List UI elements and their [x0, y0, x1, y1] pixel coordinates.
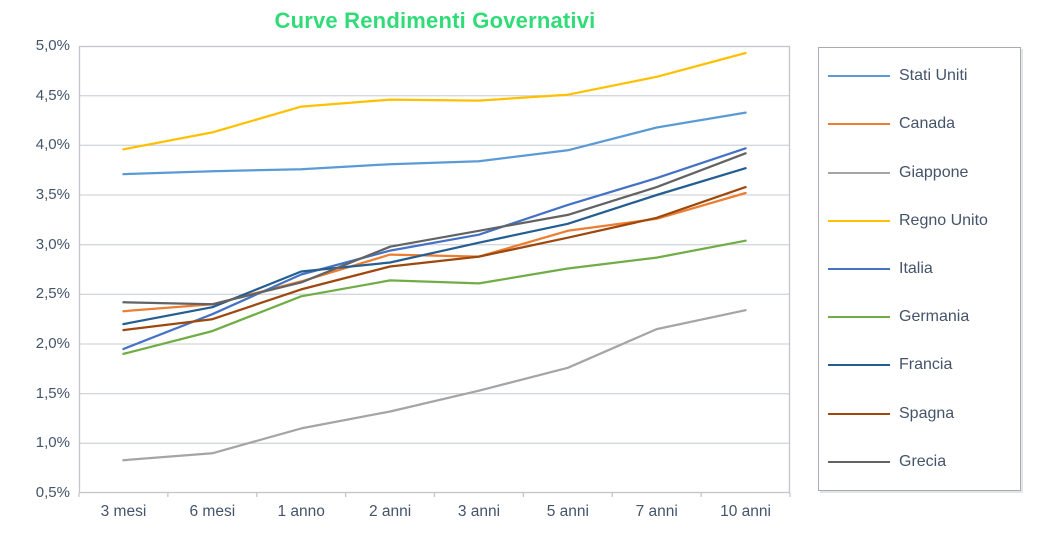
x-tick-label: 6 mesi	[189, 503, 236, 520]
series-line-regno-unito	[122, 51, 747, 151]
series-line-italia	[122, 147, 747, 351]
legend-item-stati-uniti: Stati Uniti	[819, 67, 1020, 85]
legend-line-icon	[828, 412, 890, 415]
x-tick-label: 10 anni	[720, 503, 771, 520]
legend-label: Stati Uniti	[899, 67, 968, 85]
legend-item-spagna: Spagna	[819, 405, 1020, 423]
legend-line-icon	[828, 171, 890, 174]
x-tick-label: 2 anni	[368, 503, 412, 520]
legend-item-grecia: Grecia	[819, 453, 1020, 471]
plot-area	[78, 45, 791, 497]
x-tick-label: 3 mesi	[100, 503, 147, 520]
y-tick-label: 3,5%	[35, 186, 70, 203]
legend-item-francia: Francia	[819, 356, 1020, 374]
y-tick-label: 4,0%	[35, 136, 70, 154]
plot-border	[78, 45, 791, 494]
legend-line-icon	[828, 219, 890, 222]
chart-legend: Stati Uniti Canada Giappone Regno Unito Ital…	[818, 47, 1021, 491]
legend-item-canada: Canada	[819, 115, 1020, 133]
x-tick-label: 7 anni	[635, 503, 678, 520]
legend-label: Giappone	[899, 163, 969, 181]
legend-item-giappone: Giappone	[819, 164, 1020, 182]
y-tick-label: 2,0%	[35, 335, 70, 352]
x-tick-label: 3 anni	[457, 503, 501, 520]
legend-label: Regno Unito	[899, 211, 988, 229]
y-tick-label: 1,5%	[35, 384, 70, 402]
legend-line-icon	[828, 267, 890, 270]
legend-line-icon	[828, 75, 890, 78]
legend-line-icon	[828, 364, 890, 367]
y-tick-label: 3,0%	[35, 235, 70, 253]
y-tick-label: 1,0%	[35, 434, 70, 452]
y-tick-label: 0,5%	[35, 484, 70, 501]
legend-item-germania: Germania	[819, 308, 1020, 326]
legend-item-italia: Italia	[819, 260, 1020, 278]
legend-label: Canada	[899, 115, 956, 133]
y-tick-label: 2,5%	[35, 285, 70, 303]
x-tick-label: 5 anni	[546, 503, 589, 520]
legend-label: Grecia	[899, 452, 947, 470]
legend-label: Spagna	[899, 404, 955, 422]
legend-label: Germania	[899, 308, 970, 326]
legend-line-icon	[828, 460, 890, 463]
legend-line-icon	[828, 123, 890, 126]
legend-line-icon	[828, 316, 890, 319]
legend-label: Francia	[899, 356, 953, 374]
legend-label: Italia	[899, 259, 933, 277]
series-line-germania	[122, 239, 747, 356]
series-line-spagna	[122, 185, 747, 332]
y-tick-label: 4,5%	[35, 86, 70, 104]
legend-item-regno-unito: Regno Unito	[819, 212, 1020, 230]
y-tick-label: 5,0%	[35, 37, 70, 54]
series-line-giappone	[122, 309, 747, 462]
series-line-grecia	[122, 152, 747, 306]
series-line-francia	[122, 167, 747, 326]
chart-title: Curve Rendimenti Governativi	[274, 8, 596, 33]
series-line-stati-uniti	[122, 111, 747, 176]
x-tick-label: 1 anno	[277, 503, 325, 520]
